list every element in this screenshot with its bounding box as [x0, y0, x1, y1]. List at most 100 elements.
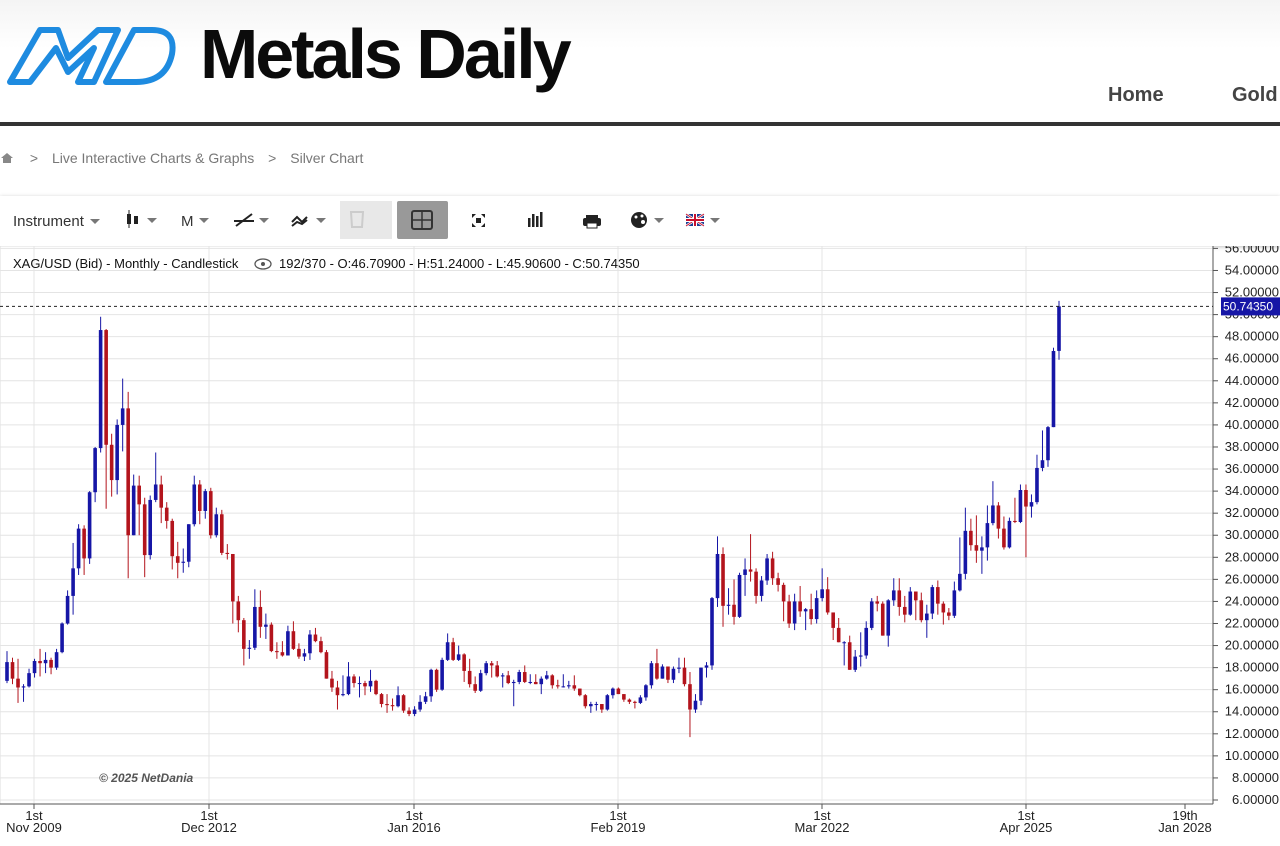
- candle-body: [159, 484, 164, 508]
- candle-body: [748, 569, 753, 572]
- candle-body: [153, 484, 158, 500]
- eye-icon[interactable]: [254, 258, 272, 270]
- indicator-tool[interactable]: [291, 215, 308, 227]
- volume-button[interactable]: [528, 212, 543, 227]
- candle-body: [677, 667, 681, 669]
- candle-body: [390, 705, 395, 707]
- candle-body: [142, 504, 147, 556]
- candle-body: [54, 652, 59, 668]
- candle-body: [429, 669, 433, 697]
- last-price-label: 50.74350: [1223, 299, 1273, 313]
- candle-body: [765, 558, 769, 581]
- nav-link[interactable]: Gold: [1232, 84, 1278, 106]
- candle-body: [925, 613, 929, 621]
- logo[interactable]: [6, 24, 178, 86]
- candle-body: [280, 652, 285, 656]
- candle-body: [726, 604, 731, 606]
- candle-body: [969, 530, 973, 546]
- breadcrumb-link[interactable]: Live Interactive Charts & Graphs: [51, 150, 255, 166]
- candle-body: [1024, 490, 1028, 507]
- x-tick-label: Feb 2019: [591, 820, 646, 835]
- candle-body: [313, 634, 318, 642]
- period-menu[interactable]: M: [181, 213, 194, 230]
- candle-body: [1051, 351, 1056, 428]
- candle-body: [1029, 502, 1034, 507]
- separator: >: [268, 150, 277, 166]
- brand-name[interactable]: Metals Daily: [200, 15, 572, 93]
- y-tick-label: 10.00000: [1225, 748, 1279, 763]
- y-tick-label: 36.00000: [1225, 461, 1279, 476]
- home-icon[interactable]: [0, 152, 14, 164]
- ohlc-info: 192/370 - O:46.70900 - H:51.24000 - L:45…: [279, 256, 640, 271]
- y-tick-label: 38.00000: [1225, 439, 1279, 454]
- candle-body: [809, 609, 813, 620]
- candle-body: [324, 652, 329, 679]
- y-tick-label: 24.00000: [1225, 593, 1279, 608]
- nav-link[interactable]: Home: [1108, 84, 1164, 106]
- candle-body: [506, 675, 511, 684]
- candle-body: [787, 601, 791, 624]
- y-tick-label: 30.00000: [1225, 527, 1279, 542]
- candle-body: [1007, 520, 1012, 548]
- language-button[interactable]: [685, 212, 705, 228]
- header: Metals Daily Home Gold: [0, 0, 1280, 122]
- y-tick-label: 40.00000: [1225, 417, 1279, 432]
- candle-body: [561, 686, 566, 688]
- candle-body: [341, 694, 345, 696]
- y-tick-label: 56.00000: [1225, 246, 1279, 255]
- candle-body: [451, 642, 455, 660]
- line-tool[interactable]: [234, 213, 254, 227]
- candle-body: [65, 595, 70, 624]
- candle-body: [655, 663, 659, 679]
- candle-body: [412, 709, 417, 714]
- candle-body: [131, 485, 136, 536]
- y-tick-label: 18.00000: [1225, 660, 1279, 675]
- candle-body: [622, 694, 626, 700]
- plot-area: [0, 246, 1214, 805]
- candle-icon[interactable]: [127, 210, 138, 228]
- candle-body: [517, 672, 522, 682]
- candle-body: [115, 424, 119, 481]
- candle-body: [853, 656, 858, 670]
- fullscreen-button[interactable]: [472, 214, 485, 227]
- candle-body: [1046, 427, 1050, 461]
- candle-body: [203, 491, 208, 511]
- candle-body: [374, 680, 378, 695]
- y-tick-label: 8.00000: [1232, 770, 1279, 785]
- theme-button[interactable]: [631, 212, 647, 228]
- x-tick-label: Jan 2028: [1158, 820, 1212, 835]
- candle-body: [253, 606, 257, 648]
- chart: XAG/USD (Bid) - Monthly - Candlestick 19…: [0, 246, 1280, 835]
- candle-body: [902, 606, 907, 615]
- candle-body: [555, 685, 560, 687]
- instrument-menu[interactable]: Instrument: [13, 213, 84, 230]
- delete-button[interactable]: [340, 201, 392, 239]
- candle-body: [985, 523, 990, 548]
- candle-body: [550, 675, 555, 686]
- candle-body: [126, 408, 130, 536]
- candle-body: [137, 485, 141, 505]
- candle-body: [286, 631, 290, 656]
- x-tick-label: 1st: [405, 808, 423, 823]
- candle-body: [583, 695, 588, 707]
- candle-body: [418, 701, 422, 710]
- candle-body: [484, 663, 488, 674]
- separator: >: [29, 150, 39, 166]
- candle-body: [87, 492, 92, 559]
- candle-body: [335, 687, 340, 696]
- x-tick-label: Nov 2009: [6, 820, 62, 835]
- y-tick-label: 46.00000: [1225, 351, 1279, 366]
- candle-body: [880, 603, 885, 636]
- breadcrumb-current: Silver Chart: [290, 150, 364, 166]
- candle-body: [225, 552, 230, 554]
- candle-body: [919, 600, 924, 621]
- candle-body: [357, 683, 362, 685]
- candle-body: [231, 553, 235, 602]
- candle-body: [963, 530, 968, 574]
- candle-body: [82, 528, 86, 559]
- candle-body: [611, 688, 615, 696]
- print-button[interactable]: [583, 215, 601, 229]
- candle-body: [434, 669, 439, 690]
- candle-body: [567, 685, 571, 687]
- candle-body: [379, 694, 384, 705]
